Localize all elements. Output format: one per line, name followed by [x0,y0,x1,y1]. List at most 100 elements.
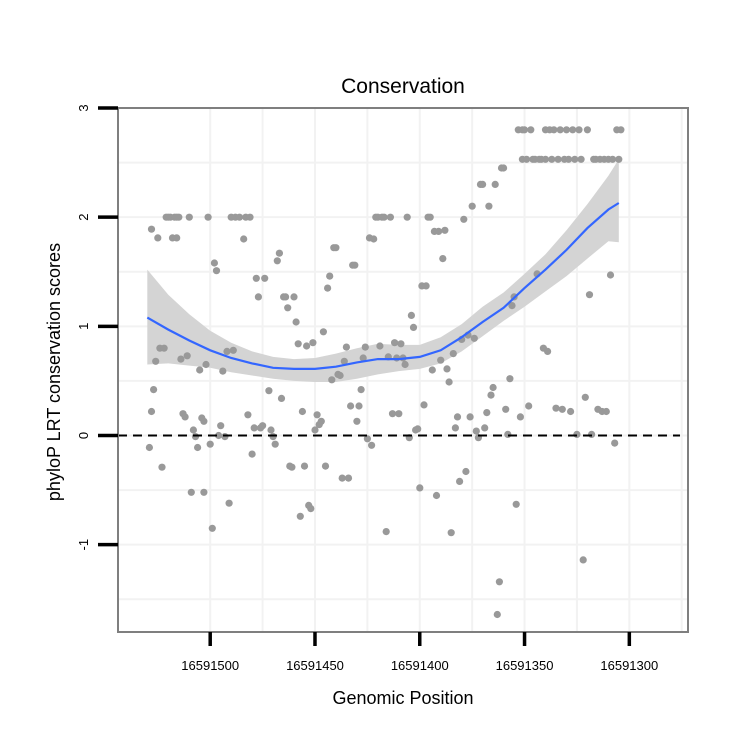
data-point [282,293,290,301]
data-point [344,474,353,482]
y-tick-label: 1 [76,323,91,330]
x-axis-label: Genomic Position [332,688,473,708]
data-point [221,433,229,441]
data-point [248,450,256,458]
data-point [158,463,166,471]
x-tick-label: 16591400 [391,658,449,673]
data-point [565,155,573,163]
data-point [554,155,562,163]
y-axis-label: phyloP LRT conservation scores [44,243,64,501]
y-tick-label: 2 [76,214,91,221]
data-point [466,413,474,421]
data-point [487,391,495,399]
data-point [342,343,350,351]
data-point [321,462,330,470]
data-point [292,318,300,326]
data-point [443,365,451,373]
data-point [363,435,371,443]
data-point [185,213,193,221]
data-point [588,430,596,438]
data-point [370,235,378,243]
data-point [548,155,556,163]
data-point [357,386,365,394]
data-point [332,244,340,252]
data-point [569,126,577,134]
data-point [246,213,254,221]
data-point [386,213,394,221]
smooth-trend-line [146,202,620,370]
data-point [298,407,306,416]
data-point [449,350,457,358]
data-point [303,342,311,350]
data-point [181,413,189,421]
data-point [422,282,430,290]
data-point [441,226,449,234]
data-point [338,474,346,482]
data-point [437,356,445,364]
data-point [382,528,390,536]
data-point [296,512,304,520]
data-point [250,424,258,432]
data-point [523,155,531,163]
data-point [479,180,487,188]
data-point [552,404,560,412]
data-point [520,126,529,134]
data-point [504,430,512,438]
data-point [556,126,564,134]
data-point [460,215,468,223]
data-point [225,499,233,507]
data-point [340,357,348,365]
data-point [259,422,267,430]
data-point [439,255,447,263]
y-tick-label: 3 [76,104,91,111]
data-point [388,410,397,418]
data-point [261,274,269,282]
data-point [483,409,491,417]
data-point [328,376,336,384]
data-point [403,213,411,221]
data-point [416,484,424,492]
data-point [240,235,248,243]
data-point [380,213,388,221]
data-point [432,491,441,500]
data-point [481,424,489,432]
data-point [200,417,208,425]
data-point [428,366,436,374]
data-point [326,272,334,280]
data-point [577,155,585,163]
data-point [391,339,399,347]
data-point [215,431,223,440]
data-point [472,427,480,435]
data-point [200,488,208,496]
data-point [493,610,501,619]
data-point [506,375,514,383]
data-point [602,407,610,416]
data-point [615,155,623,163]
y-tick-label: -1 [76,539,91,551]
data-point [401,360,409,369]
data-point [307,505,315,513]
data-point [290,293,298,301]
data-point [277,394,286,402]
data-point [175,213,183,221]
data-point [202,360,210,369]
data-point [606,271,615,279]
data-point [187,488,195,496]
data-point [579,556,587,564]
data-point [585,291,594,299]
data-point [194,443,202,452]
data-point [468,202,476,210]
data-point [397,340,405,348]
data-point [512,500,520,508]
data-point [435,227,443,235]
data-point [491,180,499,188]
data-point [575,126,583,134]
data-point [500,164,508,172]
y-axis: -1 0 1 2 3 [76,104,118,550]
data-point [196,366,204,374]
data-point [567,407,575,416]
data-point [294,340,302,348]
data-point [309,339,317,347]
data-point [273,257,281,265]
